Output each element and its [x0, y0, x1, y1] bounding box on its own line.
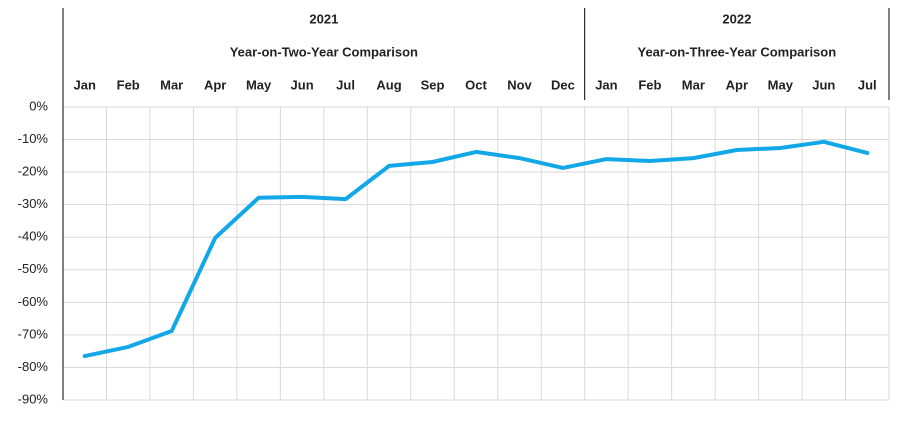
y-tick-label: -50%: [18, 261, 49, 276]
x-tick-label: Apr: [204, 77, 226, 92]
x-tick-label: Apr: [726, 77, 748, 92]
x-tick-label: Mar: [682, 77, 705, 92]
x-tick-label: Jul: [858, 77, 877, 92]
y-tick-label: -10%: [18, 131, 49, 146]
line-series: [82, 139, 870, 359]
y-tick-label: -70%: [18, 326, 49, 341]
group-subtitle: Year-on-Two-Year Comparison: [230, 44, 418, 59]
x-tick-label: Aug: [376, 77, 401, 92]
x-tick-label: Jan: [595, 77, 617, 92]
y-tick-label: -90%: [18, 391, 49, 406]
x-tick-label: Feb: [117, 77, 140, 92]
x-tick-label: May: [768, 77, 794, 92]
group-label: 2022: [722, 11, 751, 26]
x-tick-label: Sep: [421, 77, 445, 92]
group-subtitle: Year-on-Three-Year Comparison: [638, 44, 837, 59]
x-tick-label: Jul: [336, 77, 355, 92]
group-label: 2021: [309, 11, 338, 26]
x-tick-label: Jun: [291, 77, 314, 92]
x-tick-label: Nov: [507, 77, 532, 92]
x-tick-label: Dec: [551, 77, 575, 92]
y-tick-label: -60%: [18, 294, 49, 309]
y-tick-label: -20%: [18, 164, 49, 179]
y-tick-label: 0%: [29, 98, 48, 113]
x-tick-label: Mar: [160, 77, 183, 92]
x-tick-label: Feb: [638, 77, 661, 92]
x-tick-label: May: [246, 77, 272, 92]
x-tick-label: Jun: [812, 77, 835, 92]
x-tick-label: Jan: [74, 77, 96, 92]
y-tick-label: -80%: [18, 359, 49, 374]
y-tick-label: -30%: [18, 196, 49, 211]
x-tick-label: Oct: [465, 77, 487, 92]
y-tick-label: -40%: [18, 229, 49, 244]
